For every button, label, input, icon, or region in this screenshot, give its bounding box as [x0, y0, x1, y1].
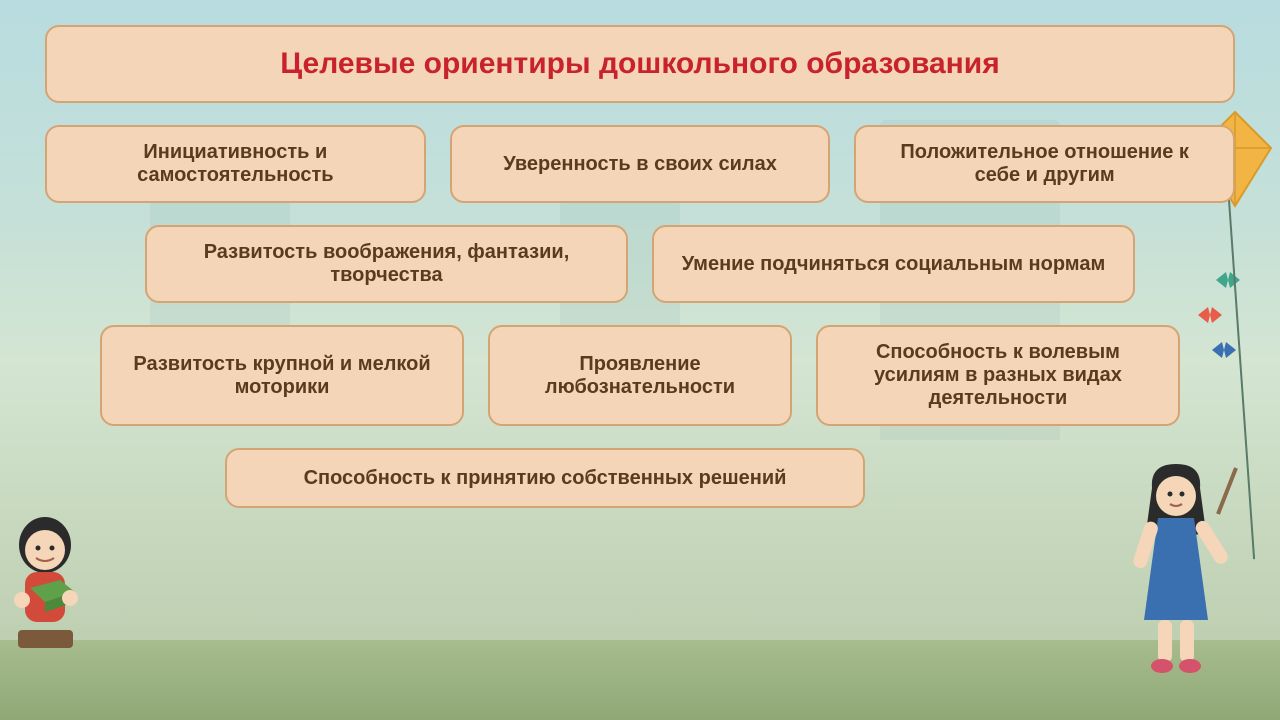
- concept-box: Развитость воображения, фантазии, творче…: [145, 225, 628, 303]
- concept-box: Развитость крупной и мелкой моторики: [100, 325, 464, 426]
- row-2: Развитость воображения, фантазии, творче…: [45, 225, 1235, 303]
- concept-box: Инициативность и самостоятельность: [45, 125, 426, 203]
- concept-box: Умение подчиняться социальным нормам: [652, 225, 1135, 303]
- diagram-container: Целевые ориентиры дошкольного образовани…: [0, 0, 1280, 555]
- concept-box: Способность к принятию собственных решен…: [225, 448, 865, 508]
- ground: [0, 640, 1280, 720]
- row-4: Способность к принятию собственных решен…: [45, 448, 1235, 508]
- row-3: Развитость крупной и мелкой моторики Про…: [45, 325, 1235, 426]
- concept-box: Способность к волевым усилиям в разных в…: [816, 325, 1180, 426]
- title-text: Целевые ориентиры дошкольного образовани…: [87, 47, 1193, 81]
- concept-box: Проявление любознательности: [488, 325, 792, 426]
- title-box: Целевые ориентиры дошкольного образовани…: [45, 25, 1235, 103]
- concept-box: Уверенность в своих силах: [450, 125, 831, 203]
- concept-box: Положительное отношение к себе и другим: [854, 125, 1235, 203]
- row-1: Инициативность и самостоятельность Увере…: [45, 125, 1235, 203]
